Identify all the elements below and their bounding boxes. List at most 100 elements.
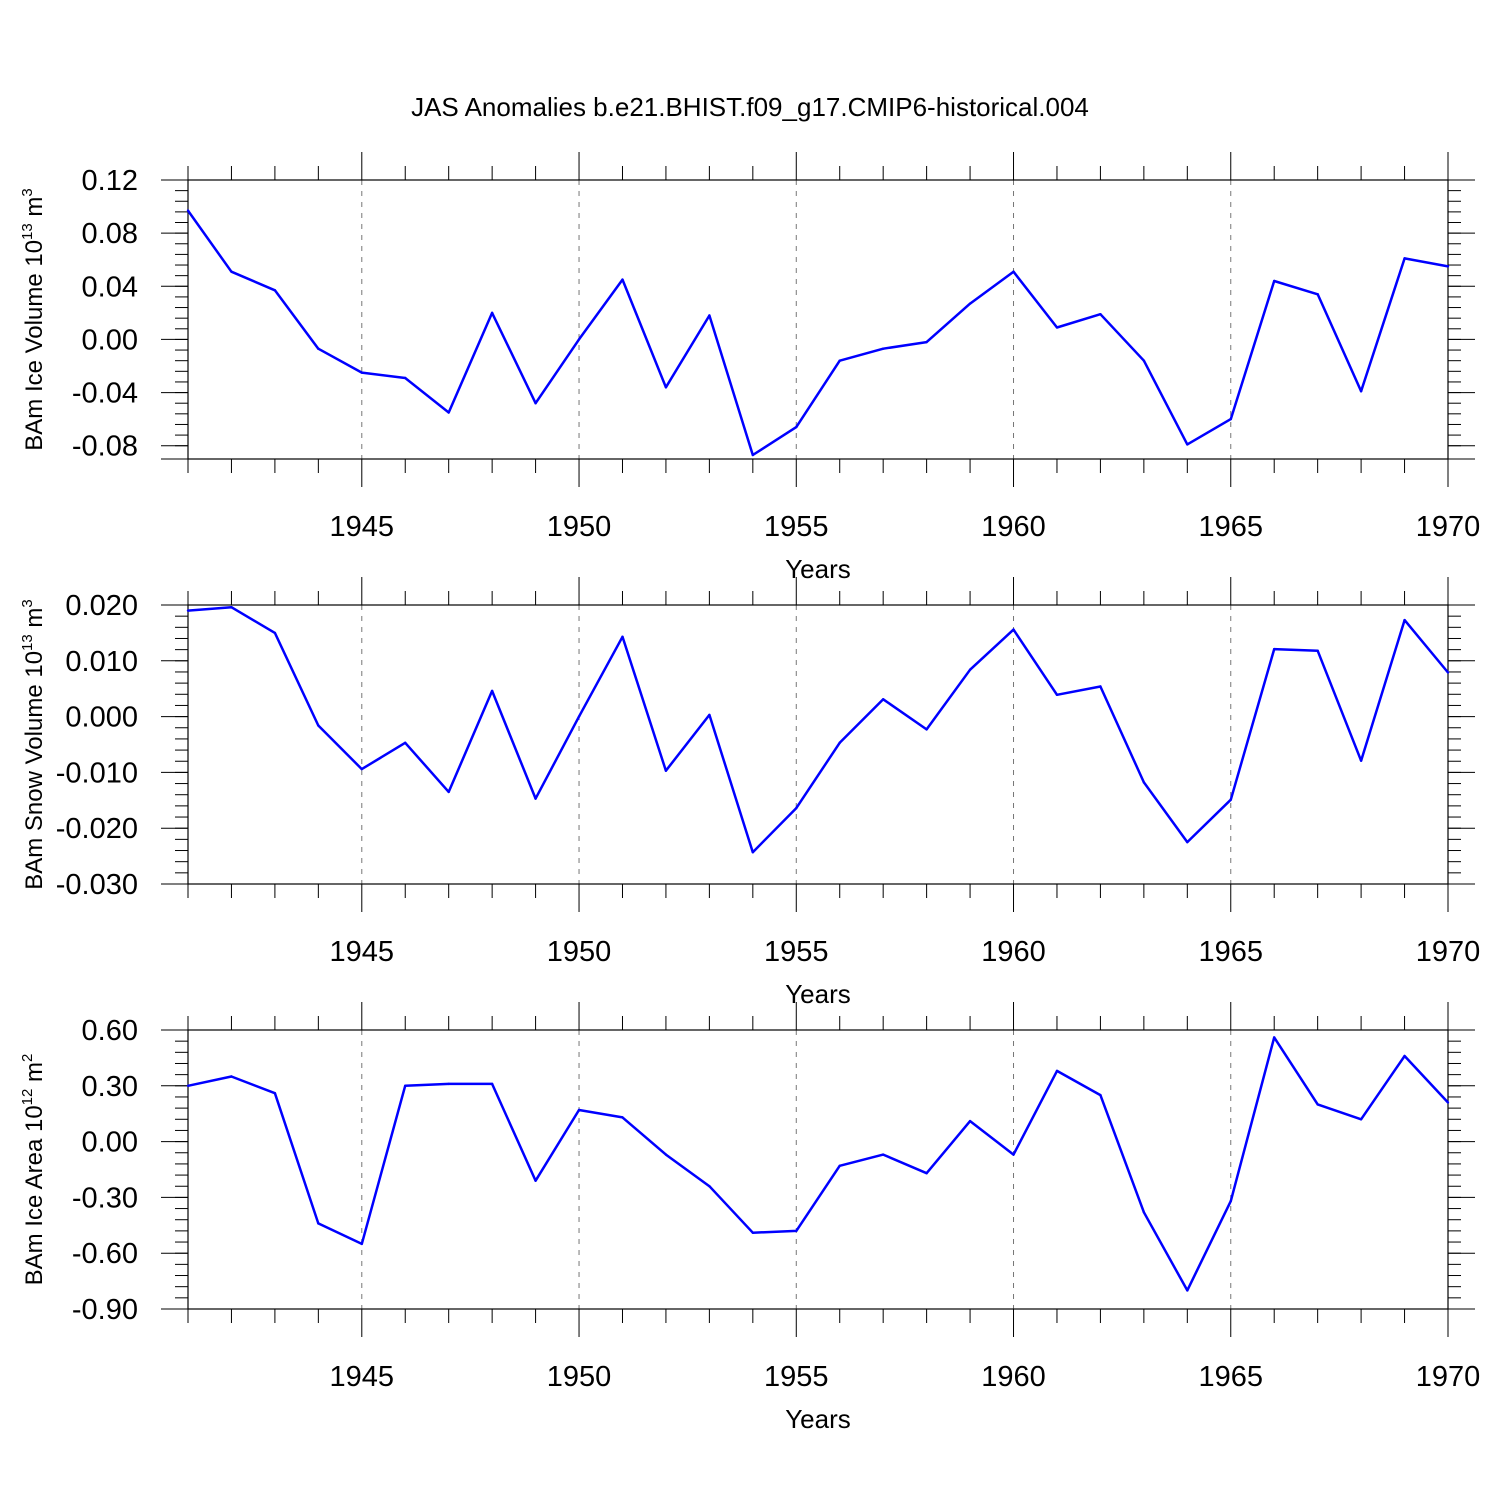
data-point <box>708 314 711 317</box>
panel-2: 0.020 0.010 0.000 -0.010 -0.020 -0.030 1945 195… <box>19 577 1480 1009</box>
y-tick-label: 0.04 <box>82 271 138 303</box>
x-tick-label: 1950 <box>547 936 612 968</box>
data-point <box>838 359 841 362</box>
data-point <box>273 289 277 292</box>
data-point <box>1186 840 1189 844</box>
data-point <box>1446 1101 1450 1104</box>
x-tick-label: 1945 <box>330 1361 395 1393</box>
data-point <box>360 767 363 771</box>
data-point <box>1099 1093 1102 1097</box>
data-point <box>1403 1054 1406 1058</box>
data-point <box>404 741 407 745</box>
data-point <box>1055 326 1059 329</box>
data-point <box>1316 649 1319 652</box>
x-axis-label: Years <box>785 554 851 584</box>
data-point <box>186 609 190 612</box>
series-line <box>187 1036 1449 1292</box>
x-tick-label: 1970 <box>1416 1361 1481 1393</box>
x-tick-label: 1955 <box>764 511 829 543</box>
x-tick-label: 1960 <box>981 936 1046 968</box>
data-point <box>1359 759 1363 762</box>
data-point <box>968 302 972 305</box>
data-point <box>1273 647 1276 651</box>
x-tick-label: 1965 <box>1199 936 1264 968</box>
data-point <box>1359 390 1363 393</box>
data-point <box>230 1075 233 1078</box>
data-point <box>1229 1199 1232 1203</box>
data-point <box>795 1229 798 1233</box>
y-axis-label-text: BAm Ice Volume 10 <box>21 240 48 451</box>
y-tick-label: 0.00 <box>82 324 138 356</box>
data-point <box>968 668 972 671</box>
data-point <box>534 797 537 800</box>
y-tick-label: 0.010 <box>65 646 138 678</box>
data-point <box>186 209 190 212</box>
data-point <box>1316 1103 1319 1106</box>
y-tick-label: 0.30 <box>82 1071 138 1103</box>
series-line <box>187 605 1449 854</box>
data-point <box>1099 312 1102 316</box>
data-point <box>1316 293 1319 296</box>
data-point <box>447 1082 450 1086</box>
y-tick-label: -0.60 <box>72 1238 138 1270</box>
x-tick-label: 1965 <box>1199 511 1264 543</box>
panels: 0.12 0.08 0.04 0.00 -0.04 -0.08 1945 1950 1955 19… <box>19 152 1480 1434</box>
data-point <box>1012 270 1015 273</box>
x-tick-label: 1970 <box>1416 936 1481 968</box>
y-tick-label: -0.04 <box>72 378 138 410</box>
data-point <box>795 806 798 810</box>
data-point <box>1359 1118 1363 1121</box>
data-point <box>1273 1036 1276 1039</box>
data-point <box>881 698 885 701</box>
data-point <box>621 1116 624 1119</box>
data-point <box>230 606 233 609</box>
y-axis-label: BAm Ice Area 1012 m2 <box>19 1054 48 1286</box>
data-point <box>577 1108 581 1112</box>
data-point <box>881 347 885 350</box>
data-point <box>1186 1289 1189 1292</box>
data-point <box>447 790 450 794</box>
data-point <box>1446 265 1450 268</box>
data-point <box>968 1119 972 1123</box>
x-tick-label: 1950 <box>547 1361 612 1393</box>
y-tick-label: -0.020 <box>56 813 138 845</box>
x-tick-label: 1970 <box>1416 511 1481 543</box>
y-axis-label-text: BAm Snow Volume 10 <box>21 651 48 890</box>
y-axis-label-text: BAm Ice Area 10 <box>21 1105 48 1285</box>
data-point <box>273 1092 277 1095</box>
data-point <box>490 689 494 693</box>
data-point <box>664 1153 668 1156</box>
data-point <box>621 278 624 281</box>
x-tick-label: 1955 <box>764 936 829 968</box>
y-tick-label: -0.90 <box>72 1294 138 1326</box>
y-axis-label-unit: m <box>21 197 48 224</box>
data-point <box>447 411 450 414</box>
y-axis-label-exponent: 13 <box>19 634 36 651</box>
x-tick-label: 1945 <box>330 511 395 543</box>
data-point <box>881 1153 885 1156</box>
x-tick-label: 1945 <box>330 936 395 968</box>
data-point <box>838 741 841 745</box>
data-point <box>317 724 320 727</box>
x-axis-label: Years <box>785 979 851 1009</box>
data-point <box>1012 1153 1015 1156</box>
data-point <box>1142 781 1146 784</box>
y-tick-label: -0.030 <box>56 869 138 901</box>
data-point <box>1142 359 1146 362</box>
data-point <box>664 769 668 772</box>
data-point <box>1099 685 1102 688</box>
y-tick-label: -0.08 <box>72 431 138 463</box>
data-point <box>404 1084 407 1088</box>
y-axis-label-unit: m <box>21 608 48 635</box>
panel-3: 0.60 0.30 0.00 -0.30 -0.60 -0.90 1945 1950 1955 1… <box>19 1002 1480 1434</box>
y-axis-label-unit-exponent: 3 <box>19 188 36 196</box>
data-point <box>490 311 494 315</box>
data-point <box>621 635 624 639</box>
data-point <box>490 1082 494 1086</box>
y-tick-label: 0.08 <box>82 218 138 250</box>
y-axis-label-unit-exponent: 3 <box>19 599 36 607</box>
data-point <box>925 728 928 731</box>
y-axis-label: BAm Ice Volume 1013 m3 <box>19 188 48 450</box>
y-tick-label: 0.60 <box>82 1015 138 1047</box>
